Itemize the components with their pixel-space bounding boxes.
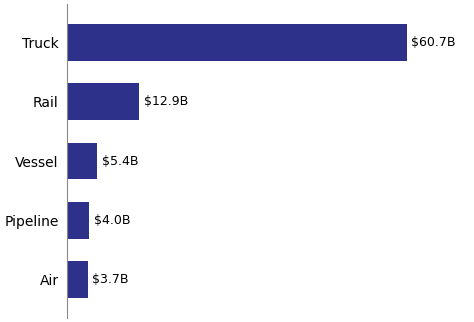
Text: $12.9B: $12.9B xyxy=(144,95,188,108)
Bar xyxy=(67,261,88,298)
Bar xyxy=(67,24,407,61)
Bar xyxy=(67,83,139,120)
Text: $60.7B: $60.7B xyxy=(411,36,456,49)
Bar xyxy=(67,143,97,179)
Text: $4.0B: $4.0B xyxy=(94,214,130,227)
Text: $3.7B: $3.7B xyxy=(92,273,128,286)
Bar xyxy=(67,202,89,239)
Text: $5.4B: $5.4B xyxy=(101,155,138,167)
